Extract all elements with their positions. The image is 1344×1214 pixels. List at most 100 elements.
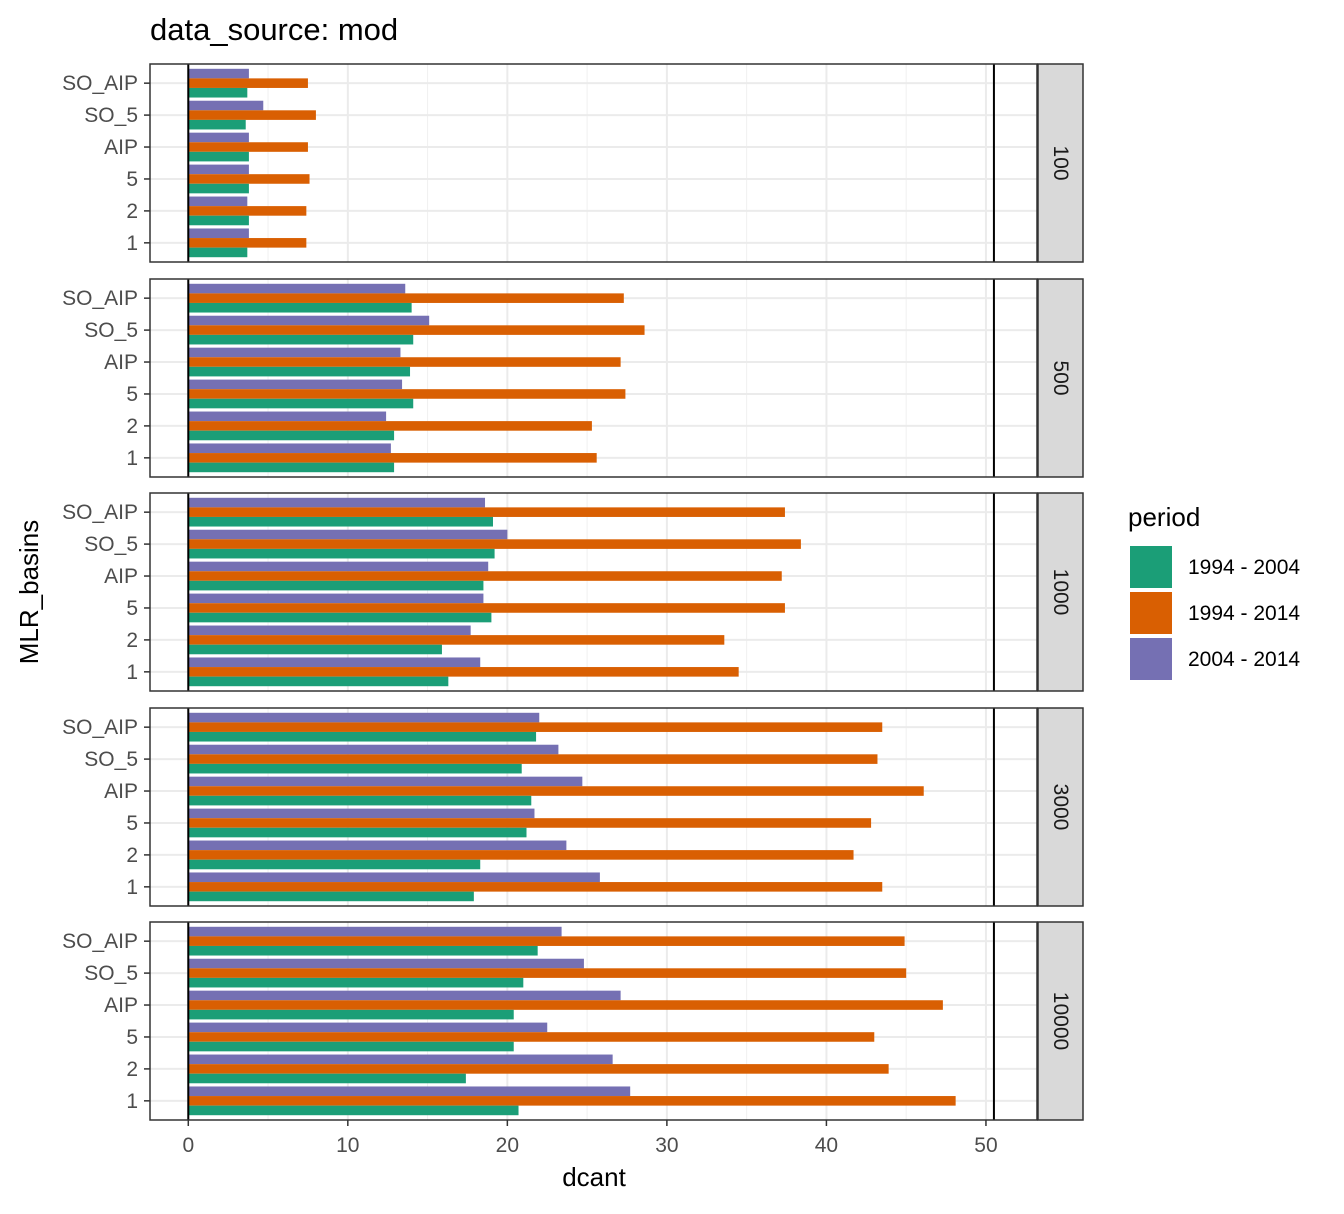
bar — [188, 1000, 943, 1010]
facet-panel-1000: SO_AIP SO_5 AIP 5 2 1 1000 — [62, 492, 1084, 692]
bar — [188, 430, 395, 441]
bar — [188, 818, 872, 828]
bar — [188, 635, 725, 645]
bar — [188, 1064, 889, 1074]
legend-key — [1130, 546, 1172, 588]
y-tick-label: 1 — [126, 876, 138, 899]
bar — [188, 206, 307, 216]
bar — [188, 174, 310, 184]
bar — [188, 644, 442, 655]
facet-strip — [1037, 278, 1084, 478]
y-tick-label: SO_AIP — [62, 501, 138, 524]
y-tick-label: SO_5 — [84, 533, 138, 556]
bar — [188, 302, 412, 313]
bar — [188, 1096, 956, 1106]
x-tick-label: 50 — [974, 1134, 997, 1157]
panel-border — [149, 63, 1038, 263]
x-axis: 0 10 20 30 40 50 — [182, 1120, 998, 1157]
bar — [188, 398, 414, 409]
bar — [188, 859, 481, 870]
facet-strip — [1037, 707, 1084, 907]
bar — [188, 872, 600, 883]
y-axis-title: MLR_basins — [14, 520, 44, 665]
y-tick-label: SO_AIP — [62, 930, 138, 953]
bar — [188, 453, 597, 463]
y-tick-label: SO_5 — [84, 748, 138, 771]
bar — [188, 315, 430, 326]
y-tick-label: 1 — [126, 232, 138, 255]
legend-label: 1994 - 2004 — [1188, 556, 1300, 579]
bar — [188, 516, 493, 527]
bar — [188, 1032, 875, 1042]
y-tick-label: 5 — [126, 168, 138, 191]
bar — [188, 100, 264, 111]
bar — [188, 1073, 466, 1084]
y-tick-label: 5 — [126, 383, 138, 406]
bar — [188, 366, 411, 377]
facet-strip-label: 10000 — [1049, 992, 1072, 1050]
legend: period 1994 - 2004 1994 - 2014 2004 - 2014 — [1128, 502, 1300, 680]
y-tick-label: AIP — [104, 780, 138, 803]
bar — [188, 926, 562, 937]
bar — [188, 561, 489, 572]
facet-panels: SO_AIPSO_5AIP521100SO_AIPSO_5AIP521500SO… — [62, 63, 1084, 1121]
bar — [188, 571, 782, 581]
bar — [188, 786, 924, 796]
y-tick-label: 5 — [126, 1026, 138, 1049]
legend-label: 2004 - 2014 — [1188, 648, 1300, 671]
bar — [188, 808, 535, 819]
bar — [188, 548, 495, 559]
bar — [188, 87, 248, 98]
legend-key — [1130, 638, 1172, 680]
legend-title: period — [1128, 502, 1200, 532]
y-tick-label: AIP — [104, 136, 138, 159]
bar — [188, 625, 471, 636]
bar — [188, 183, 249, 194]
bar — [188, 945, 538, 956]
bar — [188, 712, 540, 723]
bar — [188, 603, 785, 613]
bar — [188, 293, 624, 303]
panel-border — [149, 707, 1038, 907]
bar — [188, 228, 249, 239]
bar — [188, 68, 249, 79]
bar — [188, 676, 449, 687]
bar — [188, 827, 527, 838]
x-tick-label: 0 — [182, 1134, 194, 1157]
bar — [188, 936, 905, 946]
y-tick-label: 1 — [126, 447, 138, 470]
bar — [188, 164, 249, 175]
bar — [188, 334, 414, 345]
panel-background — [150, 64, 1037, 262]
facet-strip — [1037, 921, 1084, 1121]
legend-key — [1130, 592, 1172, 634]
facet-panel-10000: SO_AIP SO_5 AIP 5 2 1 10000 — [62, 921, 1084, 1121]
y-tick-label: 1 — [126, 1090, 138, 1113]
bar — [188, 507, 785, 517]
facet-strip-label: 500 — [1049, 360, 1072, 395]
x-tick-label: 20 — [496, 1134, 519, 1157]
bar — [188, 1009, 514, 1020]
y-tick-label: SO_5 — [84, 104, 138, 127]
y-tick-label: 2 — [126, 1058, 138, 1081]
bar — [188, 667, 739, 677]
bar — [188, 1054, 613, 1065]
bar — [188, 196, 248, 207]
bar — [188, 151, 249, 162]
bar — [188, 78, 308, 88]
facet-panel-500: SO_AIP SO_5 AIP 5 2 1 500 — [62, 278, 1084, 478]
bar — [188, 247, 248, 258]
y-tick-label: 2 — [126, 415, 138, 438]
panel-border — [149, 921, 1038, 1121]
bar — [188, 977, 524, 988]
panel-border — [149, 492, 1038, 692]
bar — [188, 1041, 514, 1052]
legend-label: 1994 - 2014 — [1188, 602, 1300, 625]
bar — [188, 580, 484, 591]
bar — [188, 795, 532, 806]
y-tick-label: SO_5 — [84, 319, 138, 342]
bar — [188, 411, 387, 422]
facet-panel-100: SO_AIP SO_5 AIP 5 2 1 100 — [62, 63, 1084, 263]
